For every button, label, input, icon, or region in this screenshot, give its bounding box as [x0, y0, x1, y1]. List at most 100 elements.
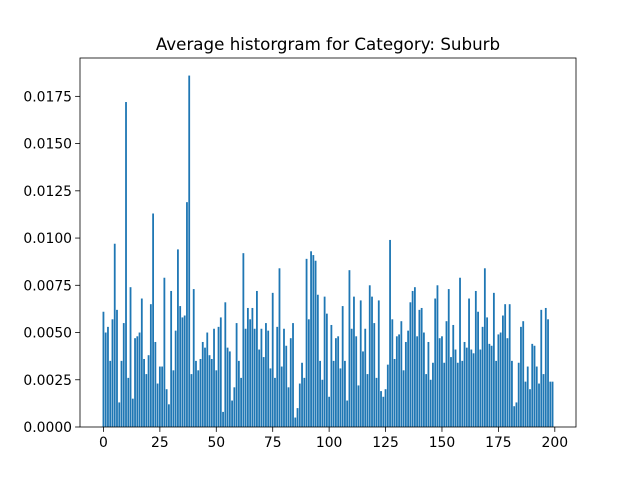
- bar: [231, 400, 233, 427]
- bar: [513, 406, 516, 427]
- bar: [517, 362, 520, 427]
- x-tick-label: 50: [207, 435, 225, 451]
- bar: [301, 362, 303, 427]
- bar: [427, 341, 430, 427]
- bar: [337, 336, 340, 427]
- bar: [418, 309, 421, 427]
- bar: [265, 323, 267, 427]
- bar: [529, 389, 531, 427]
- bar: [154, 341, 157, 427]
- bar: [495, 360, 498, 427]
- bar: [147, 355, 150, 427]
- bar: [362, 351, 364, 427]
- bar: [174, 330, 177, 427]
- bar: [540, 309, 543, 427]
- bar: [131, 398, 134, 427]
- bar: [163, 277, 166, 427]
- bar: [501, 315, 504, 427]
- bar: [520, 326, 522, 427]
- bar: [305, 258, 308, 427]
- bar: [526, 366, 529, 427]
- y-tick-label: 0.0175: [23, 89, 72, 105]
- bar: [289, 338, 292, 427]
- bar: [375, 377, 378, 427]
- x-tick-label: 25: [151, 435, 169, 451]
- bar: [332, 360, 335, 427]
- bar: [127, 377, 130, 427]
- bar: [492, 292, 495, 427]
- bar: [296, 408, 299, 427]
- bar: [508, 304, 511, 427]
- bar: [181, 317, 184, 427]
- bar: [149, 304, 152, 427]
- bar: [334, 338, 337, 427]
- x-tick-label: 175: [485, 435, 512, 451]
- bar: [183, 315, 186, 427]
- bar: [366, 374, 369, 427]
- bar: [416, 336, 419, 427]
- bar: [274, 377, 276, 427]
- bar: [341, 306, 344, 427]
- y-tick-label: 0.0100: [23, 231, 72, 247]
- bar: [312, 255, 315, 427]
- x-tick-label: 75: [264, 435, 282, 451]
- bar: [190, 374, 193, 427]
- bar: [307, 319, 310, 427]
- bar: [251, 307, 254, 427]
- bar: [321, 379, 324, 427]
- bar: [145, 374, 148, 427]
- x-tick-label: 125: [372, 435, 399, 451]
- bar: [535, 366, 538, 427]
- y-tick-label: 0.0150: [23, 137, 72, 153]
- bar: [353, 296, 355, 427]
- bar: [339, 368, 342, 427]
- bar: [436, 285, 439, 427]
- bar: [551, 381, 554, 427]
- bar: [490, 345, 493, 427]
- bar: [488, 343, 491, 427]
- bar: [328, 396, 331, 427]
- bar: [468, 298, 470, 427]
- bar: [258, 349, 261, 427]
- bar: [102, 311, 105, 427]
- bar: [224, 302, 227, 427]
- bar: [447, 289, 450, 427]
- bar: [283, 328, 285, 427]
- bar: [201, 341, 204, 427]
- bar: [314, 260, 317, 427]
- bar: [192, 289, 195, 427]
- bar: [152, 213, 155, 427]
- bar: [303, 377, 306, 427]
- bar: [522, 321, 525, 427]
- bar: [167, 404, 170, 427]
- bar: [323, 296, 326, 427]
- bar: [357, 385, 360, 427]
- bar: [319, 360, 322, 427]
- chart-title: Average historgram for Category: Suburb: [156, 34, 500, 54]
- bar: [413, 287, 416, 427]
- bar: [244, 328, 247, 427]
- bar: [256, 290, 258, 427]
- bar: [533, 345, 536, 427]
- bar: [129, 287, 132, 427]
- bar: [389, 239, 391, 427]
- bar: [228, 351, 231, 427]
- bar: [459, 277, 461, 427]
- bar: [316, 294, 319, 427]
- bar: [344, 360, 346, 427]
- bar: [120, 360, 123, 427]
- bar: [456, 362, 459, 427]
- bar: [280, 366, 283, 427]
- bar: [461, 360, 464, 427]
- bar: [497, 334, 500, 427]
- bar: [246, 307, 249, 427]
- bar: [443, 362, 446, 427]
- bar: [298, 383, 301, 427]
- bar: [384, 389, 387, 427]
- bar: [179, 306, 182, 427]
- bar: [470, 349, 473, 427]
- bar: [161, 366, 164, 427]
- bar: [287, 387, 290, 427]
- bar: [156, 383, 159, 427]
- bar: [215, 370, 218, 427]
